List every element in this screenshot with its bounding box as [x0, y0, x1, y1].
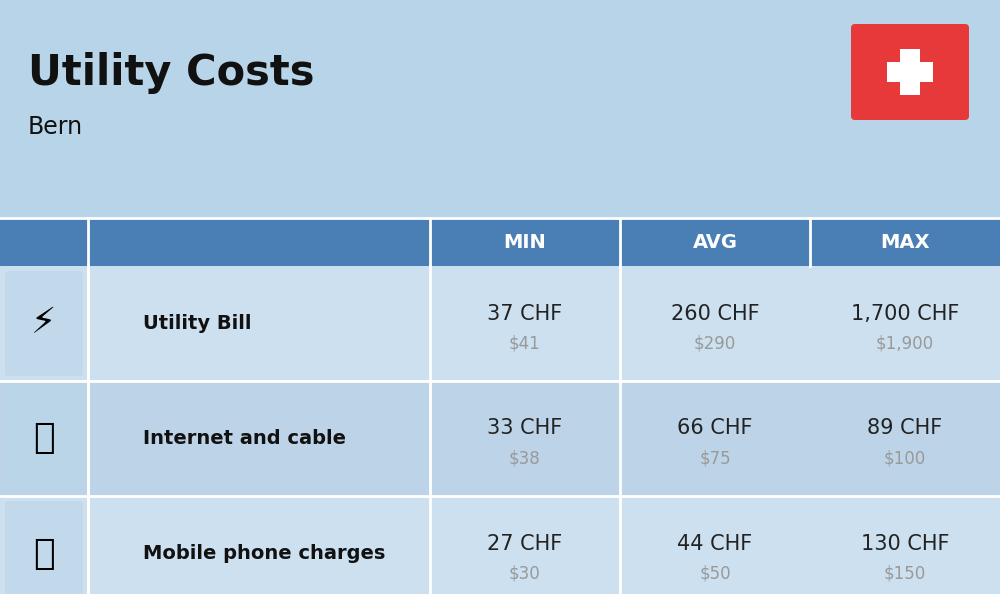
Text: AVG: AVG — [692, 232, 738, 251]
Text: $50: $50 — [699, 564, 731, 583]
Text: $100: $100 — [884, 450, 926, 467]
Text: $290: $290 — [694, 334, 736, 352]
Text: Utility Bill: Utility Bill — [143, 314, 252, 333]
Text: $150: $150 — [884, 564, 926, 583]
Text: 37 CHF: 37 CHF — [487, 304, 563, 324]
Text: 66 CHF: 66 CHF — [677, 419, 753, 438]
Text: 1,700 CHF: 1,700 CHF — [851, 304, 959, 324]
Text: 27 CHF: 27 CHF — [487, 533, 563, 554]
Text: 260 CHF: 260 CHF — [671, 304, 759, 324]
Text: $75: $75 — [699, 450, 731, 467]
Text: 130 CHF: 130 CHF — [861, 533, 949, 554]
Text: Bern: Bern — [28, 115, 83, 139]
Text: Internet and cable: Internet and cable — [143, 429, 346, 448]
Bar — [0, 218, 1000, 266]
Bar — [900, 49, 920, 95]
FancyBboxPatch shape — [5, 271, 83, 376]
Text: Mobile phone charges: Mobile phone charges — [143, 544, 385, 563]
Bar — [0, 496, 1000, 594]
FancyBboxPatch shape — [851, 24, 969, 120]
Text: 33 CHF: 33 CHF — [487, 419, 563, 438]
Text: $38: $38 — [509, 450, 541, 467]
Bar — [0, 266, 1000, 381]
FancyBboxPatch shape — [5, 386, 83, 491]
Text: ⚡: ⚡ — [31, 307, 57, 340]
Text: MIN: MIN — [504, 232, 546, 251]
Text: 📱: 📱 — [33, 536, 55, 570]
Text: $41: $41 — [509, 334, 541, 352]
Text: $30: $30 — [509, 564, 541, 583]
Text: $1,900: $1,900 — [876, 334, 934, 352]
Text: 📡: 📡 — [33, 422, 55, 456]
Text: 44 CHF: 44 CHF — [677, 533, 753, 554]
Text: MAX: MAX — [880, 232, 930, 251]
FancyBboxPatch shape — [5, 501, 83, 594]
Text: Utility Costs: Utility Costs — [28, 52, 314, 94]
Bar — [0, 381, 1000, 496]
Bar — [887, 62, 933, 82]
Text: 89 CHF: 89 CHF — [867, 419, 943, 438]
